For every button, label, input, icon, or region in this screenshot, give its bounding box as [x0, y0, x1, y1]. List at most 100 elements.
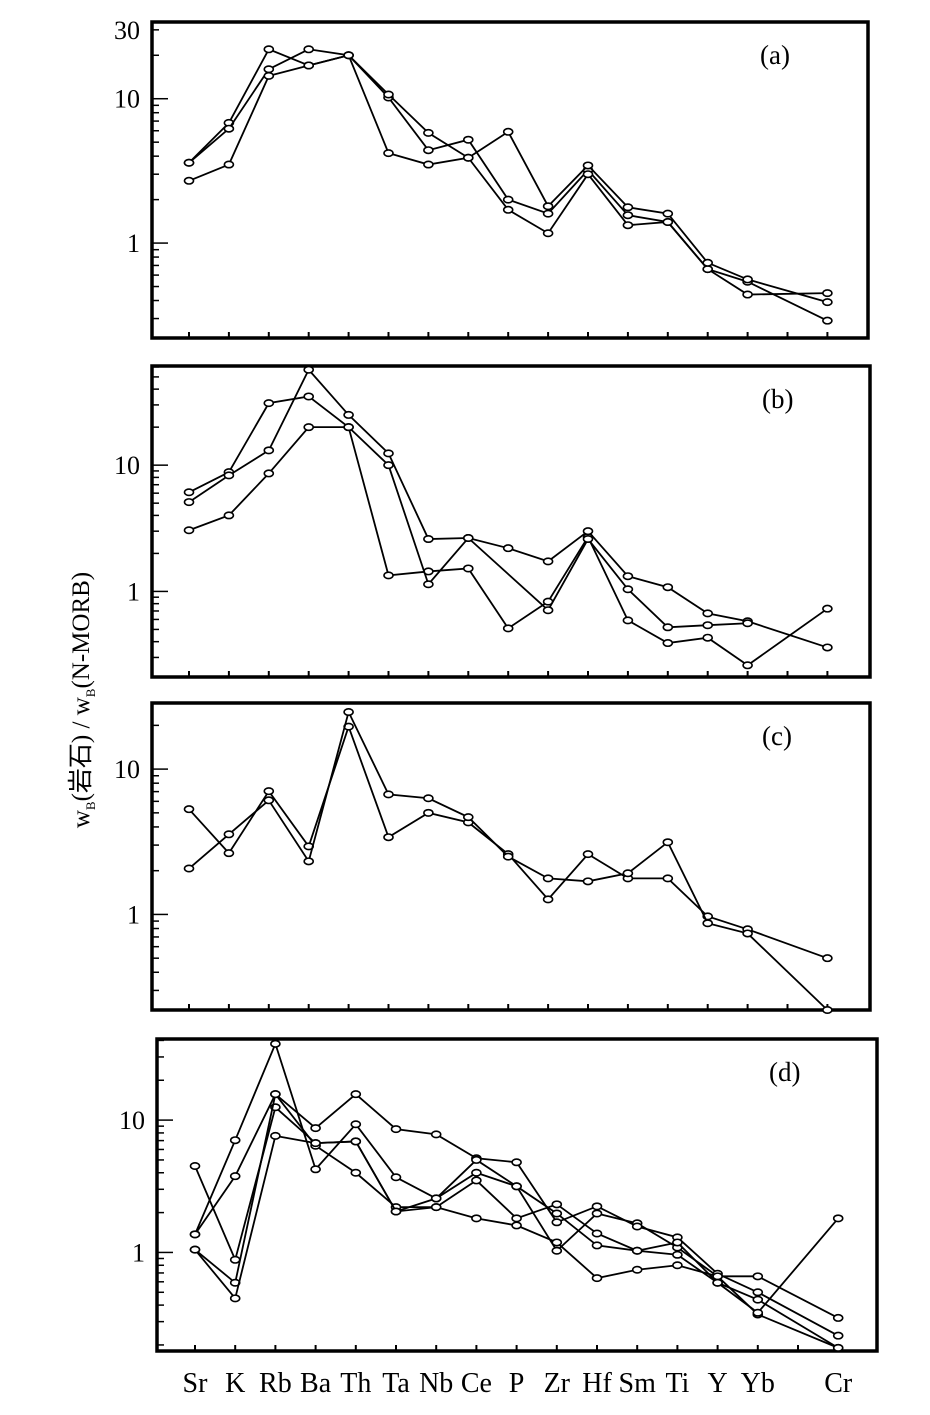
series-line [188, 426, 748, 629]
data-point [582, 161, 594, 170]
data-point [270, 1039, 281, 1048]
x-tick-label-p: P [509, 1368, 525, 1399]
data-point [511, 1158, 522, 1167]
data-point [542, 606, 554, 615]
data-point [542, 209, 554, 218]
series-d5 [189, 1131, 844, 1352]
data-point [542, 229, 554, 238]
data-point [582, 527, 594, 536]
series-a3 [183, 51, 833, 307]
data-point [343, 51, 354, 60]
data-point [423, 146, 434, 155]
data-point [702, 919, 714, 928]
data-point [511, 1221, 522, 1230]
y-tick-label: 10 [114, 451, 140, 480]
data-point [582, 877, 594, 886]
x-tick-label-ba: Ba [300, 1368, 332, 1399]
series-b1 [183, 392, 833, 670]
data-point [423, 128, 434, 137]
y-tick-label: 1 [127, 577, 140, 606]
data-point [343, 410, 354, 419]
data-point [383, 461, 394, 470]
data-point [343, 708, 354, 717]
data-point [702, 609, 714, 618]
x-tick-label-ti: Ti [665, 1368, 689, 1399]
data-point [189, 1161, 201, 1170]
data-point [662, 838, 674, 847]
data-point [822, 316, 833, 325]
data-point [183, 158, 195, 167]
y-tick-label: 10 [119, 1106, 145, 1135]
data-point [383, 790, 394, 799]
data-point [752, 1308, 764, 1317]
data-point [471, 1214, 482, 1223]
data-point [303, 392, 315, 401]
data-point [752, 1288, 764, 1297]
series-b3 [183, 423, 753, 632]
data-point [752, 1295, 764, 1304]
x-tick-label-k: K [225, 1368, 245, 1399]
data-point [551, 1200, 563, 1209]
data-point [303, 365, 315, 374]
data-point [511, 1182, 522, 1191]
data-point [742, 619, 753, 628]
data-point [542, 202, 554, 211]
data-point [502, 127, 514, 136]
data-point [631, 1246, 643, 1255]
data-point [591, 1274, 603, 1283]
panel-label: (c) [762, 721, 792, 751]
data-point [622, 211, 634, 220]
data-point [462, 533, 474, 542]
panel-a: 30 10 1 (a) [114, 16, 870, 340]
data-point [582, 535, 594, 544]
data-point [383, 449, 394, 458]
data-point [383, 571, 394, 580]
plot-frame [150, 701, 872, 1012]
x-tick-label-ta: Ta [382, 1368, 410, 1399]
series-c1 [183, 722, 833, 963]
data-point [383, 833, 394, 842]
data-point [742, 661, 753, 670]
data-point [303, 423, 315, 432]
series-line [188, 54, 828, 303]
series-line [188, 48, 828, 296]
data-point [662, 217, 674, 226]
series-line [188, 723, 828, 960]
data-point [551, 1238, 563, 1247]
data-point [263, 45, 275, 54]
x-tick-label-rb: Rb [259, 1368, 292, 1399]
data-point [462, 135, 474, 144]
data-point [223, 849, 235, 858]
data-point [742, 275, 753, 284]
data-point [183, 864, 195, 873]
x-tick-label-ce: Ce [461, 1368, 492, 1399]
data-point [343, 423, 354, 432]
data-point [622, 572, 634, 581]
data-point [662, 639, 674, 648]
series-line [194, 1041, 839, 1349]
data-point [822, 604, 833, 613]
data-point [582, 850, 594, 859]
plot-frame [150, 364, 872, 679]
series-line [194, 1092, 839, 1337]
x-tick-label-y: Y [707, 1368, 727, 1399]
data-point [662, 209, 674, 218]
data-point [582, 170, 594, 179]
data-point [662, 623, 674, 632]
data-point [672, 1261, 683, 1270]
data-point [822, 298, 833, 307]
data-point [742, 929, 753, 938]
series-d1 [189, 1039, 844, 1352]
y-tick-label: 10 [114, 755, 140, 784]
data-point [183, 498, 195, 507]
x-tick-label-nb: Nb [419, 1368, 453, 1399]
data-point [270, 1090, 281, 1099]
data-point [502, 205, 514, 214]
data-point [662, 583, 674, 592]
series-line [188, 395, 828, 667]
data-point [310, 1124, 321, 1133]
data-point [423, 580, 434, 589]
data-point [350, 1168, 362, 1177]
y-tick-label: 1 [132, 1238, 145, 1267]
